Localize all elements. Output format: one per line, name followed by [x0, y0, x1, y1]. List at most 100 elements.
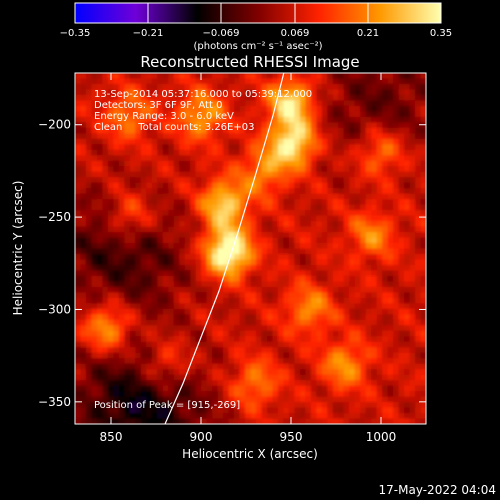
heatmap-cell — [239, 166, 246, 173]
heatmap-cell — [245, 308, 252, 315]
heatmap-cell — [129, 160, 136, 167]
colorbar-label: (photons cm⁻² s⁻¹ asec⁻²) — [193, 41, 322, 52]
heatmap-cell — [102, 160, 109, 167]
heatmap-cell — [195, 133, 202, 140]
heatmap-cell — [349, 111, 356, 118]
heatmap-cell — [316, 133, 323, 140]
heatmap-cell — [266, 259, 274, 266]
heatmap-cell — [96, 138, 104, 145]
heatmap-cell — [113, 270, 120, 277]
heatmap-cell — [255, 363, 263, 370]
heatmap-cell — [283, 363, 290, 370]
heatmap-cell — [354, 418, 361, 424]
heatmap-cell — [140, 89, 147, 96]
heatmap-cell — [305, 374, 312, 381]
heatmap-cell — [124, 149, 131, 156]
heatmap-cell — [217, 336, 224, 343]
heatmap-cell — [228, 319, 235, 326]
heatmap-cell — [206, 171, 213, 178]
heatmap-cell — [409, 160, 416, 167]
heatmap-cell — [294, 237, 301, 244]
heatmap-cell — [75, 402, 82, 409]
heatmap-cell — [343, 336, 350, 343]
heatmap-cell — [420, 325, 426, 332]
heatmap-cell — [190, 83, 197, 91]
heatmap-cell — [294, 78, 301, 85]
cb-tick-0: −0.35 — [60, 28, 91, 39]
heatmap-cell — [212, 358, 219, 365]
heatmap-cell — [151, 374, 158, 381]
heatmap-cell — [102, 177, 109, 184]
heatmap-cell — [316, 73, 323, 80]
heatmap-cell — [349, 89, 356, 96]
heatmap-cell — [338, 155, 345, 162]
heatmap-cell — [409, 336, 416, 343]
heatmap-cell — [305, 259, 312, 266]
heatmap-cell — [321, 133, 328, 140]
heatmap-cell — [338, 308, 345, 315]
heatmap-cell — [135, 160, 142, 167]
heatmap-cell — [393, 188, 400, 195]
heatmap-cell — [96, 374, 104, 381]
heatmap-cell — [124, 204, 131, 211]
heatmap-cell — [168, 166, 175, 173]
heatmap-cell — [184, 297, 191, 304]
heatmap-cell — [228, 100, 235, 107]
heatmap-cell — [168, 127, 175, 134]
heatmap-cell — [321, 314, 328, 321]
heatmap-cell — [310, 210, 317, 217]
heatmap-cell — [283, 116, 290, 123]
heatmap-cell — [327, 105, 334, 112]
heatmap-cell — [234, 352, 241, 359]
heatmap-cell — [338, 352, 345, 359]
heatmap-cell — [415, 204, 422, 211]
heatmap-cell — [113, 281, 120, 288]
heatmap-cell — [195, 155, 202, 162]
heatmap-cell — [228, 193, 235, 200]
heatmap-cell — [250, 253, 257, 261]
heatmap-cell — [239, 133, 246, 140]
heatmap-cell — [162, 138, 169, 145]
heatmap-cell — [338, 166, 345, 173]
heatmap-cell — [316, 358, 323, 365]
heatmap-cell — [387, 385, 394, 392]
heatmap-cell — [354, 341, 361, 348]
heatmap-cell — [124, 166, 131, 173]
heatmap-cell — [349, 116, 356, 123]
heatmap-cell — [201, 407, 208, 414]
heatmap-cell — [338, 111, 345, 118]
heatmap-cell — [223, 83, 230, 91]
heatmap-cell — [223, 144, 230, 151]
heatmap-cell — [305, 391, 312, 398]
heatmap-cell — [157, 237, 164, 244]
heatmap-cell — [393, 264, 400, 272]
heatmap-cell — [332, 380, 339, 387]
heatmap-cell — [382, 253, 389, 261]
heatmap-cell — [102, 358, 109, 365]
heatmap-cell — [420, 248, 426, 255]
heatmap-cell — [91, 369, 98, 376]
heatmap-cell — [151, 83, 158, 91]
heatmap-cell — [157, 160, 164, 167]
heatmap-cell — [332, 259, 339, 266]
heatmap-cell — [212, 122, 219, 129]
heatmap-cell — [288, 100, 295, 107]
heatmap-cell — [376, 385, 383, 392]
heatmap-cell — [140, 100, 147, 107]
heatmap-cell — [75, 210, 82, 217]
heatmap-cell — [201, 215, 208, 222]
heatmap-cell — [387, 160, 394, 167]
heatmap-cell — [321, 177, 328, 184]
heatmap-cell — [420, 341, 426, 348]
heatmap-cell — [332, 319, 339, 326]
heatmap-cell — [212, 303, 219, 310]
heatmap-cell — [398, 144, 405, 151]
heatmap-cell — [327, 177, 334, 184]
heatmap-cell — [316, 105, 323, 112]
heatmap-cell — [201, 330, 208, 337]
heatmap-cell — [239, 116, 246, 123]
heatmap-cell — [305, 248, 312, 255]
heatmap-cell — [316, 144, 323, 151]
heatmap-cell — [387, 221, 394, 228]
heatmap-cell — [217, 391, 224, 398]
